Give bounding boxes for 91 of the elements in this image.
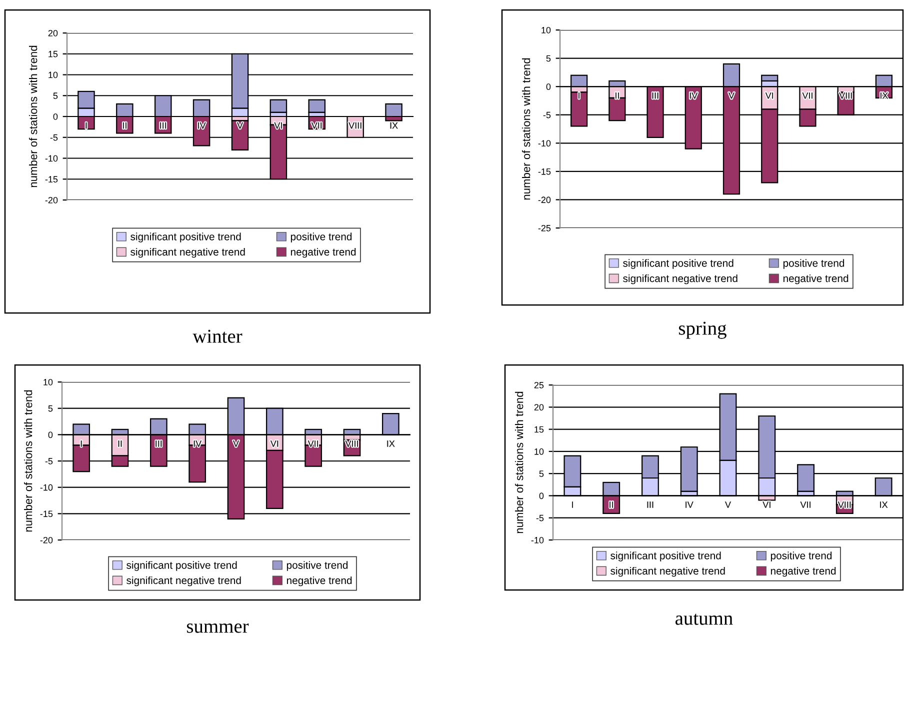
y-tick-label: -10: [538, 140, 551, 147]
y-tick-label: -10: [531, 536, 544, 544]
legend-label: positive trend: [783, 259, 844, 269]
bar: [270, 99, 288, 113]
x-tick-label: V: [233, 440, 239, 447]
x-tick-label: VII: [802, 92, 812, 99]
y-axis-title: number of stations with trend: [522, 58, 530, 200]
y-tick-label: 0: [53, 113, 58, 120]
text: autumn: [676, 614, 733, 625]
legend-label: significant positive trend: [623, 259, 734, 269]
y-tick-label: 20: [534, 404, 544, 411]
x-tick-label: III: [652, 92, 658, 99]
x-tick-label: V: [728, 92, 734, 99]
y-tick-label: -5: [50, 134, 58, 141]
legend-label: significant positive trend: [130, 232, 241, 242]
x-tick-label: VIII: [348, 122, 362, 129]
legend-label: significant positive trend: [610, 552, 721, 562]
x-tick-label: VI: [762, 502, 770, 508]
y-tick-label: 10: [534, 448, 544, 455]
y-tick-label: 15: [48, 50, 58, 58]
y-tick-label: 5: [539, 470, 544, 477]
x-tick-label: VIII: [838, 502, 851, 508]
x-tick-label: I: [572, 502, 573, 508]
legend-label: significant positive trend: [126, 561, 237, 571]
y-tick-label: 0: [546, 84, 551, 90]
legend-label: significant negative trend: [623, 274, 738, 284]
x-tick-label: VIII: [839, 92, 852, 99]
legend-label: positive trend: [770, 552, 832, 562]
x-tick-label: VIII: [345, 440, 358, 447]
x-tick-label: II: [118, 440, 122, 447]
y-tick-label: 0: [539, 492, 544, 500]
legend-label: significant negative trend: [126, 576, 241, 586]
x-tick-label: IX: [880, 92, 888, 99]
y-axis-title: number of stations with trend: [515, 392, 524, 534]
text: summer: [186, 624, 249, 633]
x-tick-label: III: [156, 440, 162, 447]
x-tick-label: I: [578, 92, 580, 99]
x-tick-label: V: [237, 122, 243, 129]
y-tick-label: -5: [543, 112, 551, 118]
x-tick-label: III: [647, 502, 654, 508]
legend-label: negative trend: [290, 248, 356, 258]
y-axis-title: number of stations with trend: [29, 46, 38, 188]
y-tick-label: -25: [538, 224, 551, 232]
legend-label: positive trend: [286, 561, 348, 571]
bar: [308, 99, 326, 113]
x-tick-label: IX: [390, 122, 398, 129]
x-tick-label: IX: [387, 440, 395, 447]
y-axis-title: number of stations with trend: [24, 390, 32, 532]
y-tick-label: 5: [48, 405, 53, 412]
legend-label: positive trend: [290, 232, 352, 242]
y-tick-label: -10: [45, 155, 58, 162]
y-tick-label: -15: [40, 510, 53, 518]
y-tick-label: 0: [48, 432, 53, 438]
x-tick-label: II: [610, 502, 614, 508]
y-tick-label: -5: [45, 458, 53, 464]
y-tick-label: 5: [546, 55, 551, 62]
legend-label: negative trend: [770, 566, 836, 577]
y-tick-label: 5: [53, 92, 58, 99]
y-tick-label: 20: [48, 30, 58, 36]
y-tick-label: -5: [536, 514, 544, 522]
y-tick-label: -10: [40, 484, 53, 491]
x-tick-label: VI: [765, 92, 774, 99]
y-tick-label: 25: [534, 382, 544, 388]
y-tick-label: -15: [538, 168, 551, 175]
x-tick-label: VI: [270, 440, 278, 447]
x-tick-label: IX: [880, 502, 888, 508]
legend-label: significant negative trend: [610, 566, 725, 577]
x-tick-label: II: [122, 122, 126, 129]
x-tick-label: VII: [800, 502, 810, 508]
y-tick-label: 10: [542, 26, 551, 34]
text: winter: [192, 330, 242, 343]
y-tick-label: 10: [48, 72, 58, 78]
y-tick-label: -20: [538, 196, 551, 204]
y-tick-label: -20: [40, 536, 53, 544]
text: spring: [678, 322, 726, 339]
y-tick-label: 10: [44, 378, 53, 386]
legend-label: negative trend: [286, 576, 352, 586]
x-tick-label: V: [725, 502, 731, 508]
x-tick-label: I: [80, 440, 82, 447]
y-tick-label: -20: [45, 196, 58, 204]
x-tick-label: IV: [690, 92, 698, 99]
legend-label: significant negative trend: [130, 248, 245, 258]
x-tick-label: VII: [311, 122, 322, 129]
y-tick-label: -15: [45, 176, 58, 182]
x-tick-label: IV: [198, 122, 206, 129]
x-tick-label: IV: [686, 502, 694, 508]
x-tick-label: II: [615, 92, 619, 99]
x-tick-label: III: [160, 122, 166, 129]
x-tick-label: I: [86, 122, 87, 129]
y-tick-label: 15: [534, 426, 544, 433]
legend-label: negative trend: [783, 274, 848, 284]
